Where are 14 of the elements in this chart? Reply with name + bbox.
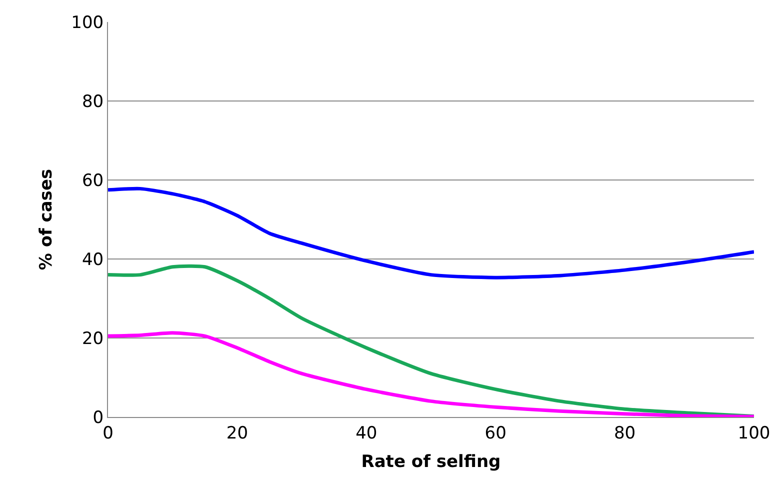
x-tick-label: 80 [614,423,636,444]
y-tick-label: 60 [82,170,104,191]
y-tick-label: 80 [82,92,104,112]
y-axis-title: % of cases [36,168,57,270]
x-tick-label: 40 [356,423,378,444]
x-tick-label: 100 [738,423,770,444]
x-tick-label: 20 [226,423,248,444]
y-tick-label: 20 [82,328,104,349]
x-tick-label: 60 [484,423,506,444]
y-tick-label: 0 [92,408,104,428]
y-tick-label: 40 [82,250,104,270]
y-tick-label: 100 [71,12,104,33]
line-series [108,186,754,280]
x-axis-title: Rate of selfing [361,452,501,472]
